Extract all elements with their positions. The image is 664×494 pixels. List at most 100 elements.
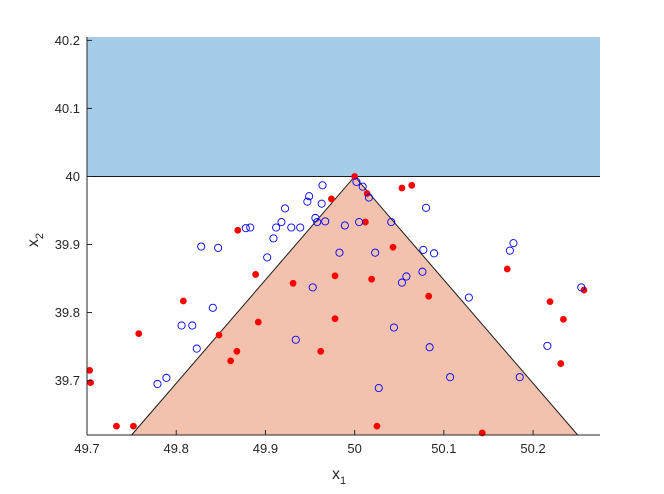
open-point: [464, 293, 473, 302]
filled-point: [478, 429, 486, 437]
open-point: [505, 246, 514, 255]
y-axis-label-subscript: 2: [34, 233, 46, 239]
open-point: [419, 245, 428, 254]
y-tick-label: 40: [66, 169, 80, 184]
open-point: [355, 218, 364, 227]
open-point: [577, 283, 586, 292]
open-point: [313, 218, 322, 227]
filled-point: [368, 275, 376, 283]
open-point: [389, 323, 398, 332]
axes-layer: [86, 37, 600, 436]
open-point: [311, 213, 320, 223]
open-point: [263, 253, 272, 262]
open-point: [387, 218, 396, 227]
points-layer: [86, 173, 588, 437]
open-point: [358, 182, 367, 191]
filled-point: [234, 226, 242, 234]
regions-layer: [87, 37, 600, 436]
open-point: [340, 221, 349, 230]
open-point: [430, 249, 439, 258]
x-axis-label: x1: [332, 466, 346, 487]
filled-point: [425, 292, 433, 300]
filled-point: [331, 272, 339, 280]
filled-point: [328, 195, 335, 203]
open-point: [296, 223, 305, 232]
open-point: [446, 373, 455, 382]
open-point: [269, 234, 278, 243]
filled-point: [86, 366, 94, 374]
open-point: [305, 192, 314, 201]
filled-point: [252, 271, 260, 278]
open-point: [208, 303, 217, 312]
filled-point: [317, 347, 325, 355]
filled-point: [361, 218, 369, 226]
open-point: [214, 243, 223, 252]
filled-point: [87, 379, 94, 387]
filled-point: [135, 330, 143, 338]
open-point: [241, 224, 250, 233]
open-point: [374, 384, 383, 393]
open-point: [197, 242, 206, 251]
open-point: [287, 223, 296, 232]
open-point: [308, 283, 317, 292]
open-point: [397, 278, 406, 287]
filled-point: [289, 279, 297, 287]
open-point: [421, 203, 431, 212]
open-point: [402, 272, 411, 281]
open-point: [364, 193, 373, 202]
x-tick-label: 50: [347, 441, 361, 456]
y-tick-label: 39.7: [55, 373, 80, 388]
open-point: [418, 267, 427, 276]
filled-point: [546, 298, 554, 306]
filled-point: [227, 357, 235, 365]
x-tick-label: 50.2: [520, 441, 545, 456]
filled-point: [331, 315, 339, 323]
filled-point: [215, 331, 223, 339]
open-point: [277, 218, 286, 227]
open-point: [303, 197, 312, 206]
open-point: [153, 379, 162, 389]
y-axis-label: x2: [25, 233, 46, 247]
filled-point: [503, 265, 511, 273]
open-point: [317, 199, 326, 208]
open-point: [321, 217, 330, 226]
filled-point: [398, 184, 406, 192]
filled-point: [373, 422, 381, 430]
open-point: [371, 248, 380, 257]
filled-point: [113, 422, 120, 430]
open-point: [543, 341, 552, 350]
tick-labels-layer: 49.7 49.8 49.9 50 50.1 50.2 39.7 39.8 39.9 40 40.1…: [55, 33, 546, 456]
open-point: [425, 343, 434, 352]
filled-point: [233, 347, 241, 355]
open-point: [246, 223, 255, 232]
open-point: [515, 373, 524, 382]
filled-point: [254, 318, 262, 326]
open-point: [188, 321, 197, 330]
y-tick-label: 39.9: [55, 237, 80, 252]
filled-point: [557, 360, 565, 367]
filled-point: [408, 181, 416, 189]
open-point: [272, 223, 281, 232]
filled-point: [179, 297, 187, 305]
filled-point: [129, 422, 137, 430]
filled-point: [560, 315, 567, 323]
open-point: [281, 204, 290, 213]
infeasible-region-band: [87, 37, 600, 177]
x-tick-label: 49.8: [164, 441, 189, 456]
y-tick-label: 40.1: [55, 101, 80, 116]
open-point: [335, 248, 344, 257]
open-point: [352, 177, 361, 186]
y-tick-label: 39.8: [55, 305, 80, 320]
open-point: [192, 344, 201, 353]
x-tick-label: 50.1: [431, 441, 456, 456]
filled-point: [363, 190, 371, 197]
open-point: [318, 181, 327, 190]
x-tick-label: 49.7: [74, 441, 99, 456]
open-point: [177, 321, 186, 330]
x-tick-label: 49.9: [253, 441, 278, 456]
open-point: [509, 239, 518, 248]
filled-point: [389, 243, 397, 251]
y-tick-label: 40.2: [55, 33, 80, 48]
open-point: [291, 335, 300, 344]
